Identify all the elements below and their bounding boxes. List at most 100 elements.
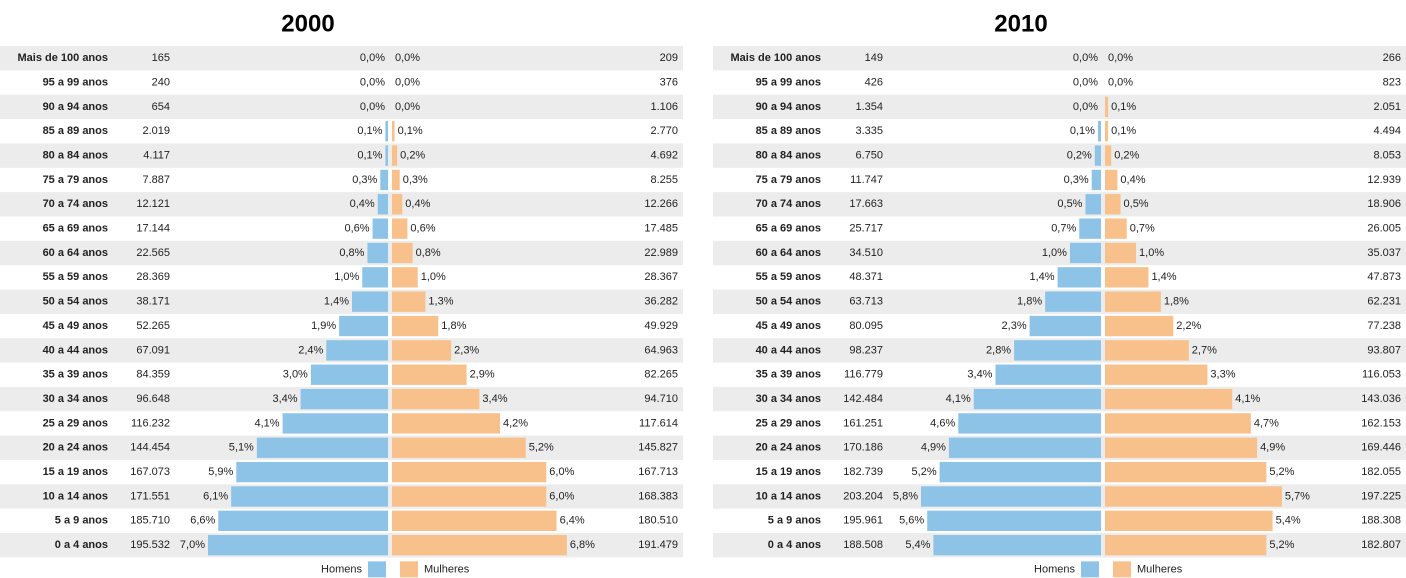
count-label: 49.929 bbox=[644, 320, 678, 332]
bar bbox=[326, 340, 388, 361]
bar bbox=[1014, 340, 1101, 361]
category-label: 40 a 44 anos bbox=[43, 344, 108, 356]
bar bbox=[1079, 218, 1101, 239]
count-label: 171.551 bbox=[130, 490, 170, 502]
count-label: 17.485 bbox=[644, 223, 678, 235]
count-label: 170.186 bbox=[843, 442, 883, 454]
value-label: 0,3% bbox=[403, 174, 428, 186]
value-label: 0,8% bbox=[339, 247, 364, 259]
category-label: 45 a 49 anos bbox=[43, 320, 108, 332]
category-label: 55 a 59 anos bbox=[756, 271, 821, 283]
bar bbox=[927, 510, 1101, 531]
bar bbox=[392, 510, 557, 531]
value-label: 0,5% bbox=[1057, 198, 1082, 210]
bar bbox=[236, 461, 388, 483]
bar bbox=[339, 315, 388, 337]
value-label: 6,0% bbox=[549, 490, 574, 502]
category-label: 20 a 24 anos bbox=[43, 442, 108, 454]
category-label: 10 a 14 anos bbox=[43, 490, 108, 502]
value-label: 5,4% bbox=[1276, 515, 1301, 527]
bar bbox=[380, 169, 388, 191]
value-label: 5,9% bbox=[208, 466, 233, 478]
count-label: 82.265 bbox=[644, 369, 678, 381]
value-label: 0,0% bbox=[395, 101, 420, 113]
count-label: 36.282 bbox=[644, 296, 678, 308]
legend-label: Homens bbox=[1034, 563, 1075, 575]
value-label: 6,8% bbox=[570, 539, 595, 551]
bar bbox=[392, 486, 547, 507]
count-label: 4.692 bbox=[650, 149, 678, 161]
value-label: 0,0% bbox=[395, 52, 420, 64]
value-label: 0,0% bbox=[1108, 52, 1133, 64]
count-label: 143.036 bbox=[1361, 393, 1401, 405]
count-label: 22.565 bbox=[136, 247, 170, 259]
value-label: 0,6% bbox=[344, 223, 369, 235]
count-label: 8.053 bbox=[1373, 149, 1401, 161]
value-label: 0,1% bbox=[1111, 125, 1136, 137]
category-label: 80 a 84 anos bbox=[756, 149, 821, 161]
value-label: 0,0% bbox=[360, 52, 385, 64]
category-label: 90 a 94 anos bbox=[756, 101, 821, 113]
value-label: 2,7% bbox=[1192, 344, 1217, 356]
value-label: 0,7% bbox=[1051, 223, 1076, 235]
value-label: 1,8% bbox=[1017, 296, 1042, 308]
value-label: 4,1% bbox=[1235, 393, 1260, 405]
category-label: 80 a 84 anos bbox=[43, 149, 108, 161]
row-background bbox=[0, 240, 683, 266]
chart-title: 2010 bbox=[994, 10, 1047, 37]
value-label: 0,6% bbox=[410, 223, 435, 235]
row-background bbox=[713, 46, 1406, 71]
count-label: 266 bbox=[1383, 52, 1401, 64]
category-label: 35 a 39 anos bbox=[43, 369, 108, 381]
value-label: 0,1% bbox=[1070, 125, 1095, 137]
bar bbox=[1105, 388, 1233, 410]
count-label: 64.963 bbox=[644, 344, 678, 356]
value-label: 0,0% bbox=[1073, 76, 1098, 88]
row-background bbox=[713, 143, 1406, 168]
bar bbox=[300, 388, 388, 410]
count-label: 11.747 bbox=[850, 174, 883, 186]
value-label: 6,1% bbox=[203, 490, 228, 502]
bar bbox=[392, 413, 500, 434]
bar bbox=[392, 535, 567, 556]
value-label: 4,6% bbox=[930, 417, 955, 429]
bar bbox=[1094, 145, 1101, 166]
value-label: 4,9% bbox=[1260, 442, 1285, 454]
bar bbox=[1105, 145, 1112, 166]
bar bbox=[921, 486, 1101, 507]
bar bbox=[1105, 413, 1251, 434]
category-label: 75 a 79 anos bbox=[43, 174, 108, 186]
category-label: 95 a 99 anos bbox=[43, 76, 108, 88]
row-background bbox=[713, 192, 1406, 217]
category-label: 85 a 89 anos bbox=[43, 125, 108, 137]
category-label: 70 a 74 anos bbox=[43, 198, 108, 210]
bar bbox=[1105, 461, 1267, 483]
bar bbox=[392, 291, 426, 312]
count-label: 25.717 bbox=[849, 223, 883, 235]
count-label: 209 bbox=[660, 52, 678, 64]
bar bbox=[1105, 535, 1267, 556]
bar bbox=[372, 218, 388, 239]
count-label: 35.037 bbox=[1367, 247, 1401, 259]
bar bbox=[392, 169, 400, 191]
count-label: 2.051 bbox=[1373, 101, 1401, 113]
bar bbox=[1105, 486, 1282, 507]
count-label: 17.663 bbox=[849, 198, 883, 210]
count-label: 203.204 bbox=[843, 490, 883, 502]
count-label: 52.265 bbox=[136, 320, 170, 332]
count-label: 93.807 bbox=[1367, 344, 1401, 356]
value-label: 0,1% bbox=[1111, 101, 1136, 113]
bar bbox=[1105, 242, 1137, 264]
category-label: 95 a 99 anos bbox=[756, 76, 821, 88]
count-label: 376 bbox=[660, 76, 678, 88]
bar bbox=[1105, 510, 1273, 531]
legend-swatch bbox=[368, 561, 386, 578]
count-label: 2.770 bbox=[650, 125, 678, 137]
row-background bbox=[0, 289, 683, 314]
bar bbox=[1105, 121, 1109, 142]
row-background bbox=[713, 94, 1406, 120]
bar bbox=[392, 218, 408, 239]
category-label: 15 a 19 anos bbox=[43, 466, 108, 478]
count-label: 80.095 bbox=[849, 320, 883, 332]
value-label: 0,2% bbox=[1067, 149, 1092, 161]
